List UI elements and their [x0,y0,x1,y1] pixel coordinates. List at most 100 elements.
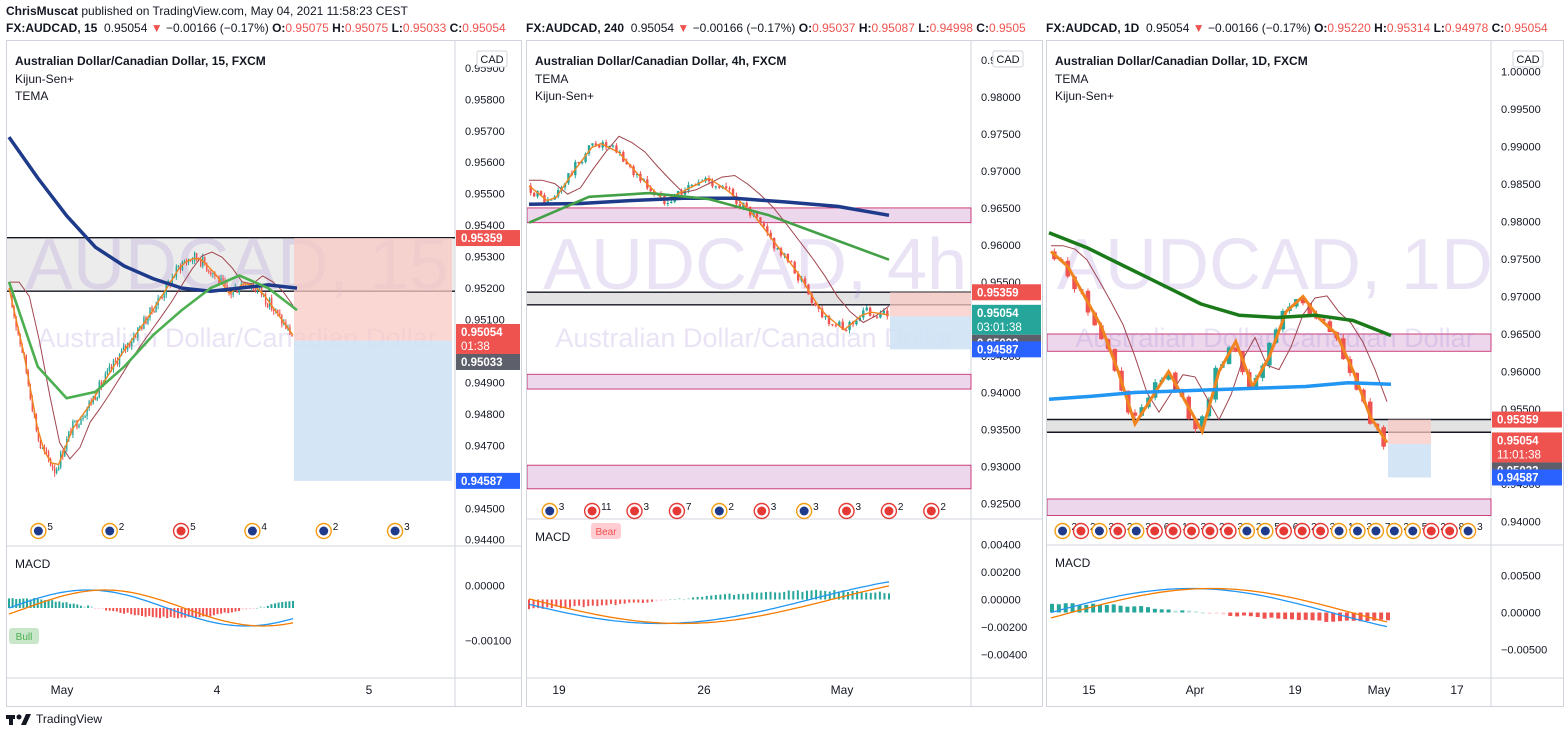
event-flag-fill [630,506,640,516]
legend-indicator[interactable]: Kijun-Sen+ [1055,89,1114,103]
legend-indicator[interactable]: TEMA [15,89,48,103]
macd-histogram-bar [284,601,287,608]
currency-badge[interactable]: CAD [1516,54,1539,66]
candle-body [772,237,776,249]
y-tick-label: 0.94900 [465,377,505,389]
macd-histogram-bar [184,608,187,618]
macd-histogram-bar [1104,604,1109,613]
legend-indicator[interactable]: Kijun-Sen+ [15,72,74,86]
candle-body [762,223,766,227]
macd-label[interactable]: MACD [15,557,51,571]
chart-svg-1d[interactable]: AUDCAD, 1D Australian Dollar/Canadian Dol… [1047,41,1563,706]
macd-histogram-bar [144,608,147,617]
candle-body [114,360,117,362]
ema-medium-line [528,191,890,261]
event-flag-fill [1389,526,1399,536]
macd-histogram-bar [69,603,72,608]
y-tick-label: 0.94500 [465,503,505,515]
legend-indicator[interactable]: TEMA [1055,72,1088,86]
event-flag-fill [1113,526,1123,536]
macd-histogram-bar [58,601,61,608]
candle-body [796,273,800,281]
chart-svg-4h[interactable]: AUDCAD, 4h Australian Dollar/Canadian Dol… [527,41,1042,706]
candle-body [707,178,711,182]
macd-histogram-bar [600,599,603,606]
macd-histogram-bar [191,608,194,617]
author-name[interactable]: ChrisMuscat [6,4,79,18]
candle-body [204,256,206,265]
candle-body [177,265,180,267]
macd-histogram-bar [234,608,237,612]
event-flag-fill [33,526,43,536]
macd-histogram-bar [796,590,799,600]
macd-histogram-bar [1331,612,1336,622]
candle-body [731,188,735,197]
macd-histogram-bar [123,608,126,614]
currency-badge-bg[interactable] [1512,50,1544,68]
event-count: 3 [856,502,862,513]
macd-histogram-bar [582,599,585,608]
candle-body [51,465,54,469]
event-flag-fill [1371,526,1381,536]
macd-histogram-bar [87,605,90,608]
candle-body [714,186,718,188]
event-flag-fill [1205,526,1215,536]
macd-histogram-bar [40,599,43,608]
candle-body [167,280,169,283]
chart-legend-title[interactable]: Australian Dollar/Canadian Dollar, 4h, F… [535,54,786,68]
candle-body [615,145,618,153]
legend-indicator[interactable]: Kijun-Sen+ [535,89,594,103]
candle-body [1199,416,1205,430]
chart-legend-title[interactable]: Australian Dollar/Canadian Dollar, 1D, F… [1055,54,1308,68]
candle-body [550,199,553,201]
chart-panel-15m[interactable]: AUDCAD, 15 Australian Dollar/Canadian Dol… [6,40,522,707]
candle-body [872,315,875,317]
macd-label[interactable]: MACD [1055,556,1091,570]
macd-histogram-bar [714,595,717,600]
macd-histogram-bar [632,599,635,603]
macd-label[interactable]: MACD [535,530,571,544]
currency-badge[interactable]: CAD [996,54,1019,66]
y-tick-label: 0.98500 [1501,179,1541,191]
candle-body [271,298,273,310]
macd-histogram-bar [1248,612,1253,617]
macd-histogram-bar [94,608,97,609]
macd-histogram-bar [15,599,18,608]
macd-histogram-bar [220,608,223,614]
footer-brand[interactable]: TradingView [6,712,102,726]
event-count: 3 [559,502,565,513]
macd-histogram-bar [837,591,840,600]
macd-histogram-bar [655,599,658,602]
macd-histogram-bar [1125,606,1130,613]
price-tag-bg [456,353,520,370]
event-flag-fill [1445,526,1455,536]
candle-body [814,303,817,306]
macd-histogram-bar [1187,610,1192,613]
chart-legend-title[interactable]: Australian Dollar/Canadian Dollar, 15, F… [15,54,266,68]
macd-histogram-bar [596,599,599,607]
currency-badge[interactable]: CAD [480,54,503,66]
chart-panel-1d[interactable]: AUDCAD, 1D Australian Dollar/Canadian Dol… [1046,40,1564,707]
macd-histogram-bar [769,591,772,600]
chart-panel-4h[interactable]: AUDCAD, 4h Australian Dollar/Canadian Dol… [526,40,1043,707]
macd-histogram-bar [1194,611,1198,613]
candle-body [135,336,137,338]
macd-histogram-bar [742,593,745,600]
currency-badge-bg[interactable] [476,50,508,68]
macd-histogram-bar [755,592,758,600]
candle-body [769,232,772,238]
candle-body [834,325,838,327]
candle-body [183,261,186,263]
macd-histogram-bar [216,608,219,615]
currency-badge-bg[interactable] [992,50,1024,68]
candle-body [260,286,263,295]
legend-indicator[interactable]: TEMA [535,72,568,86]
macd-histogram-bar [1317,612,1322,621]
macd-histogram-bar [141,608,144,617]
macd-histogram-bar [43,600,46,608]
take-profit-area [890,316,971,350]
kijun-sen-line [1051,245,1388,421]
macd-histogram-bar [614,599,617,606]
macd-histogram-bar [737,593,740,600]
